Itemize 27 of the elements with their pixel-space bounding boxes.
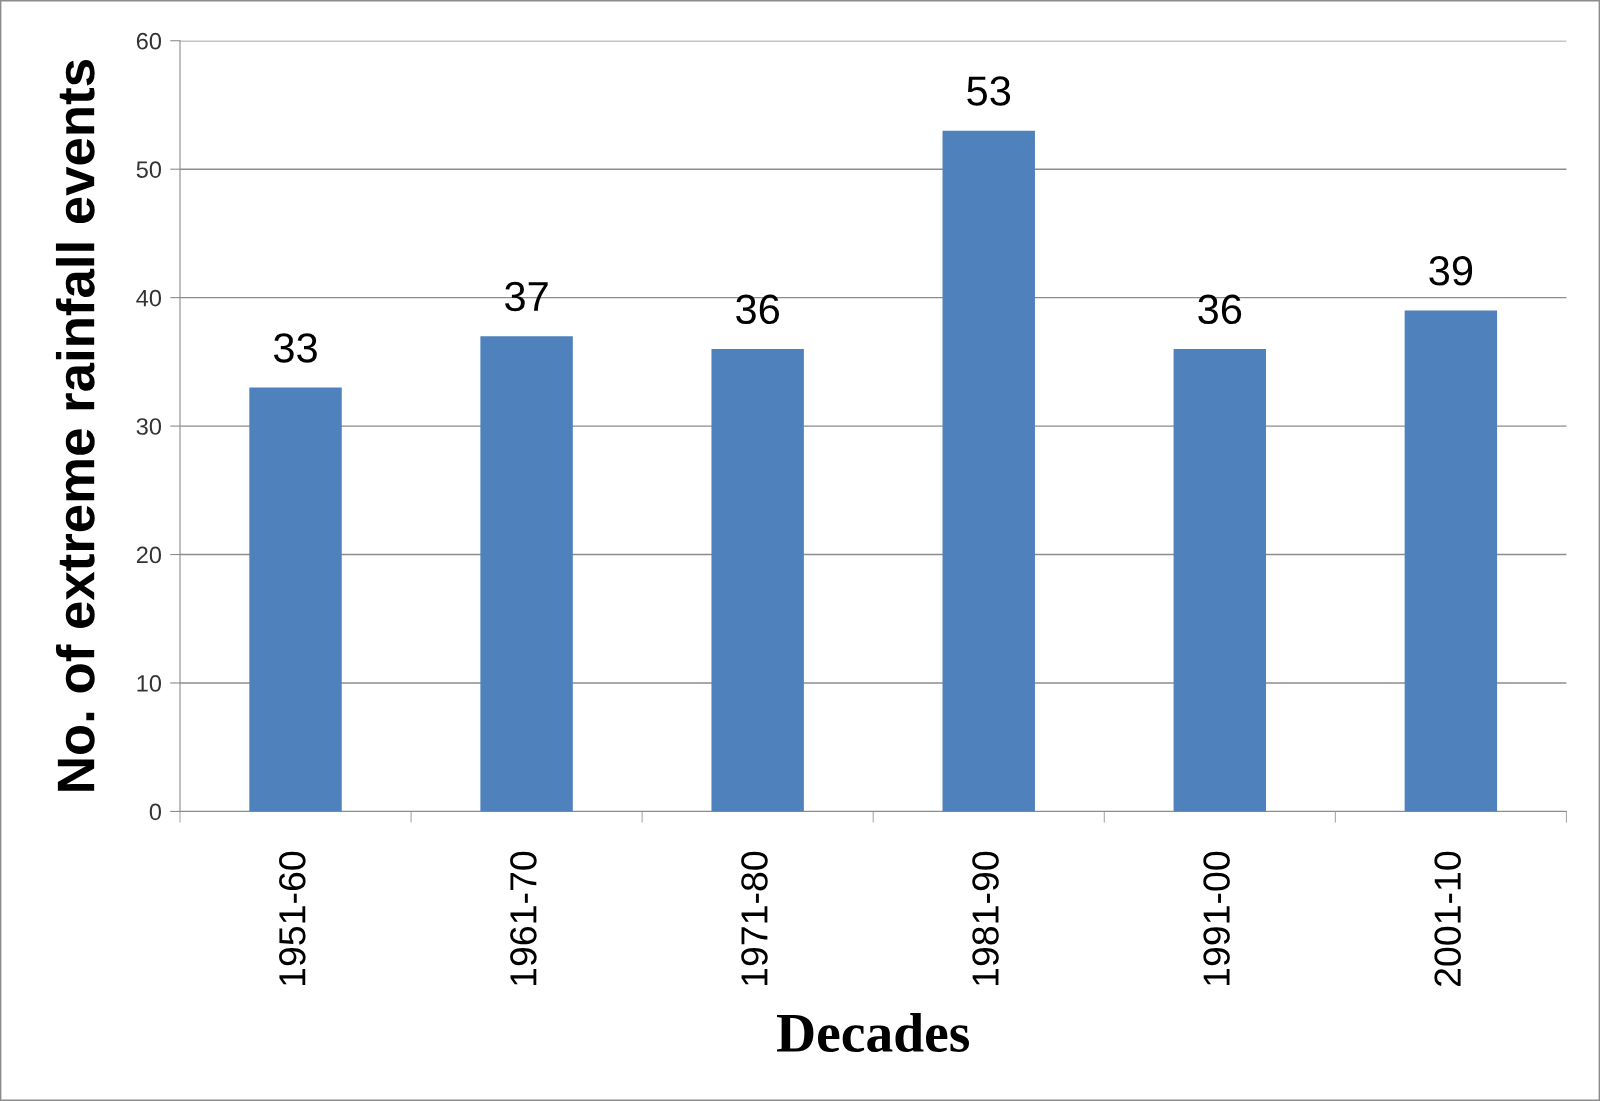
data-label: 53 [967,76,1011,106]
y-tick-label: 30 [136,418,162,435]
data-label: 36 [1198,294,1242,325]
x-axis-title: Decades [776,1012,970,1053]
x-tick-label: 1961-70 [510,851,537,986]
x-tick-label: 1971-80 [741,851,768,986]
bar [942,130,1035,812]
x-tick-label: 2001-10 [1434,851,1461,987]
bar [480,336,573,812]
bar [1404,310,1498,812]
data-label: 37 [505,281,548,312]
x-tick-label: 1991-00 [1203,851,1230,986]
y-axis-title: No. of extreme rainfall events [55,60,95,791]
bar [711,349,804,812]
y-tick-label: 20 [136,546,162,564]
y-tick-label: 0 [149,803,162,821]
bar [1173,349,1267,812]
y-tick-label: 60 [136,32,162,50]
data-label: 36 [736,294,780,325]
y-tick-label: 10 [137,675,162,692]
data-label: 39 [1429,256,1473,286]
data-label: 33 [273,333,317,363]
x-tick-label: 1981-90 [972,851,999,986]
y-tick-label: 50 [136,161,162,178]
x-tick-label: 1951-60 [279,851,306,986]
bar [249,387,342,812]
y-tick-label: 40 [136,289,162,307]
